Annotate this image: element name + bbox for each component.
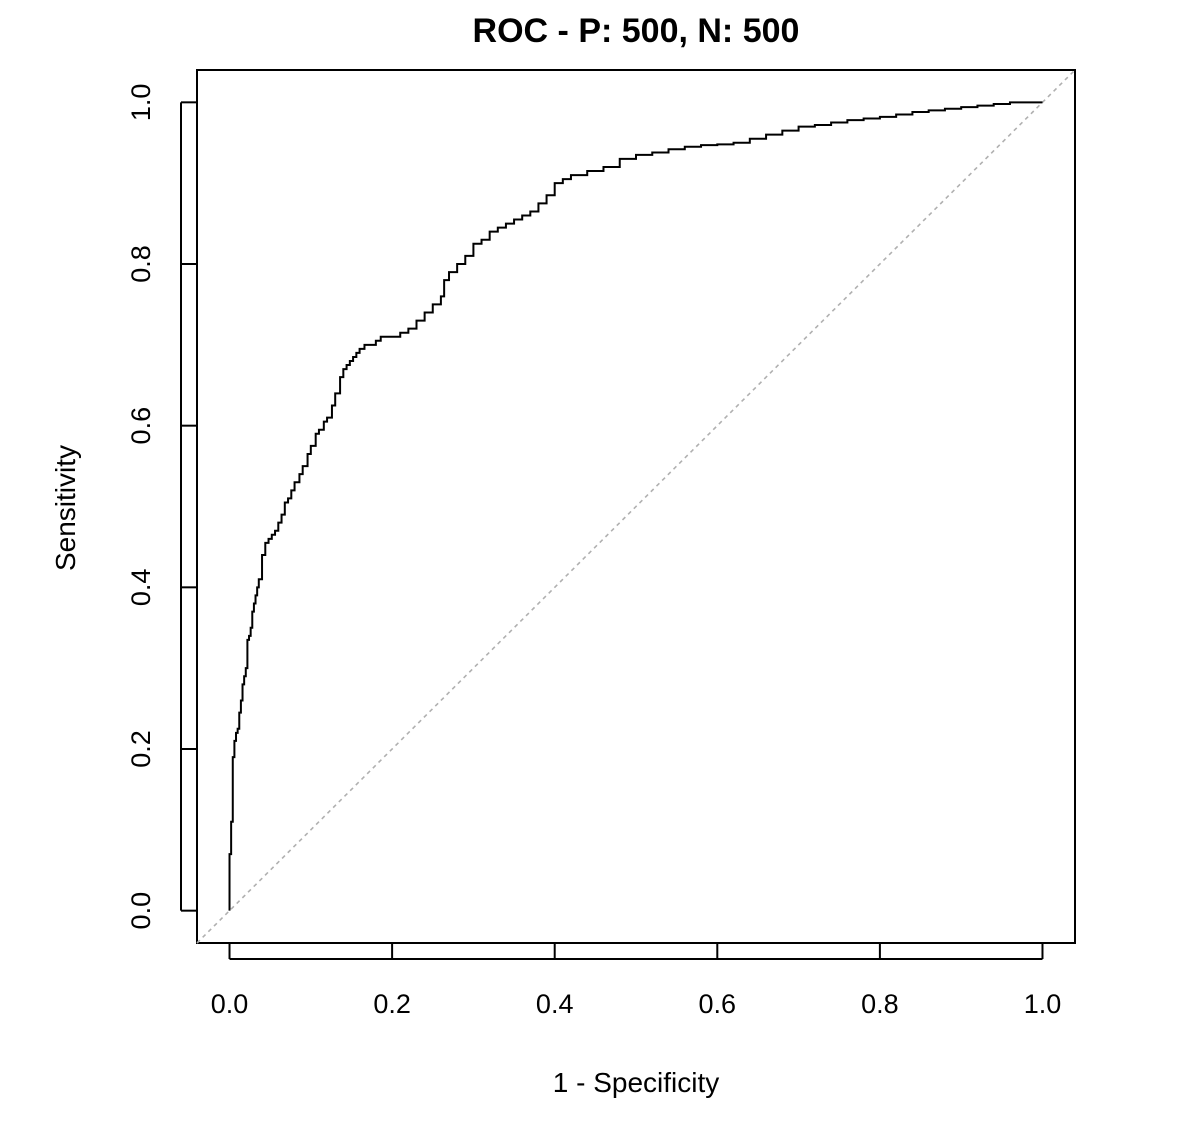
y-axis-label: Sensitivity <box>50 445 81 571</box>
y-tick-label-1: 0.2 <box>126 730 156 768</box>
x-tick-label-4: 0.8 <box>861 989 899 1019</box>
y-axis: 0.0 0.2 0.4 0.6 0.8 1.0 <box>126 84 197 930</box>
y-tick-label-5: 1.0 <box>126 84 156 122</box>
y-tick-label-2: 0.4 <box>126 569 156 607</box>
plot-frame <box>196 69 1076 944</box>
y-tick-label-0: 0.0 <box>126 892 156 930</box>
x-axis-label: 1 - Specificity <box>553 1067 720 1098</box>
x-tick-label-0: 0.0 <box>211 989 249 1019</box>
x-tick-label-2: 0.4 <box>536 989 574 1019</box>
plot-lines <box>196 69 1076 944</box>
x-tick-label-3: 0.6 <box>699 989 737 1019</box>
x-axis: 0.0 0.2 0.4 0.6 0.8 1.0 <box>211 943 1062 1019</box>
reference-diagonal-line <box>196 69 1076 944</box>
y-tick-label-3: 0.6 <box>126 407 156 445</box>
roc-curve-line <box>228 101 1043 911</box>
x-tick-label-5: 1.0 <box>1024 989 1062 1019</box>
x-tick-label-1: 0.2 <box>373 989 411 1019</box>
chart-title: ROC - P: 500, N: 500 <box>473 12 800 50</box>
y-tick-label-4: 0.8 <box>126 245 156 283</box>
